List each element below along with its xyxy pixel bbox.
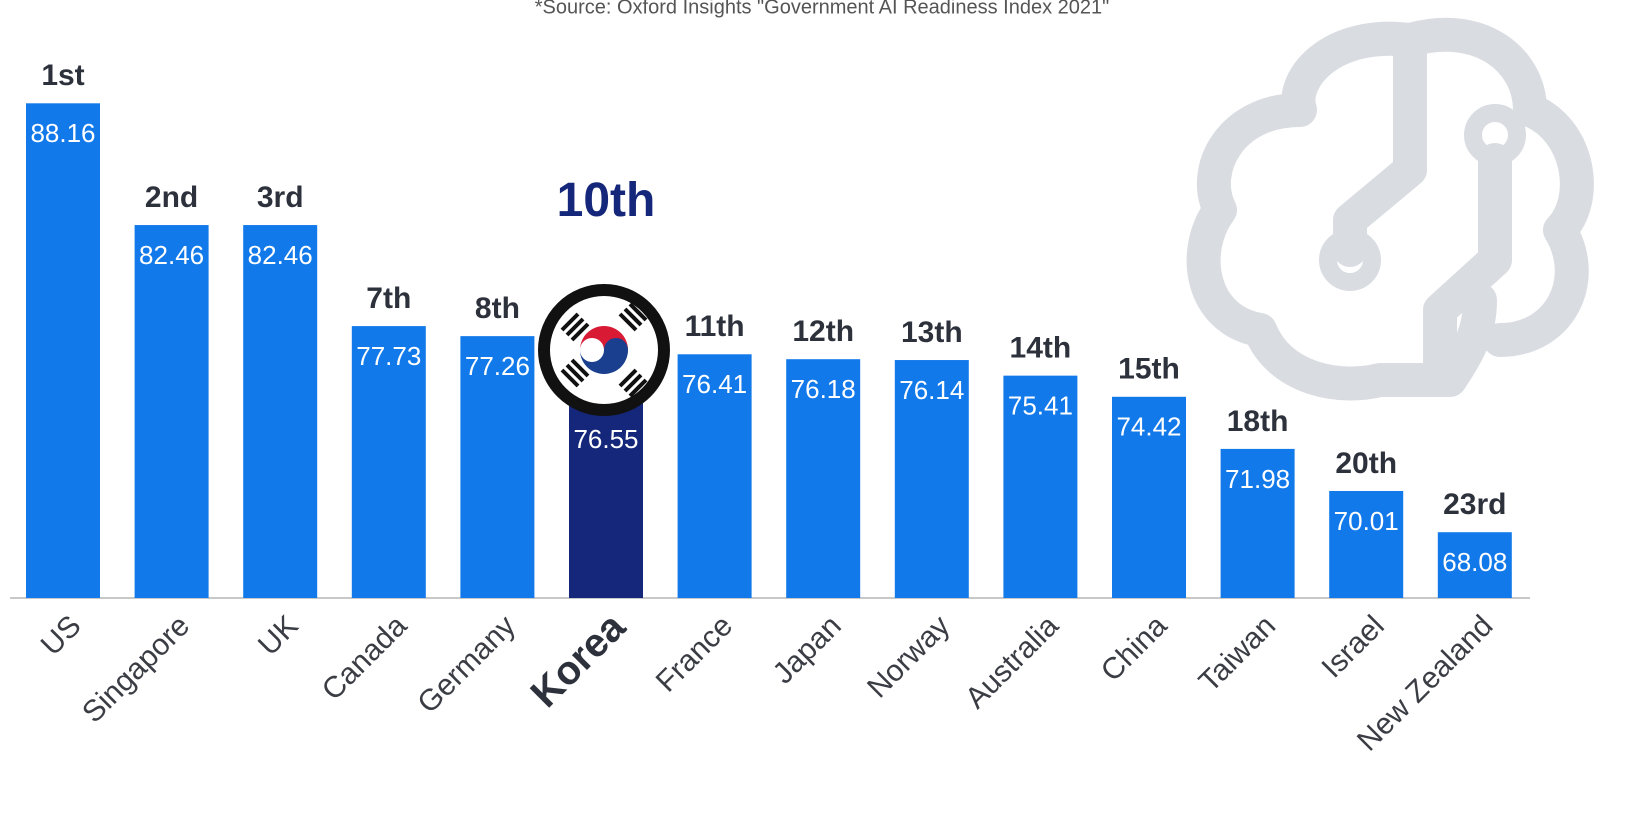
rank-label: 15th xyxy=(1118,353,1180,386)
bar xyxy=(1437,532,1512,598)
rank-label: 2nd xyxy=(145,181,198,214)
rank-label: 13th xyxy=(901,316,963,349)
x-tick-label: Korea xyxy=(523,604,635,716)
rank-label: 23rd xyxy=(1443,488,1506,521)
bar xyxy=(894,360,969,598)
x-tick-label: Canada xyxy=(316,609,414,707)
rank-label: 8th xyxy=(475,292,520,325)
value-label: 77.73 xyxy=(356,341,421,371)
bar xyxy=(786,359,861,598)
korea-flag xyxy=(538,284,670,416)
x-tick-label: Singapore xyxy=(76,609,196,729)
x-tick-label: Germany xyxy=(411,609,522,720)
bar xyxy=(134,225,209,599)
value-label: 76.14 xyxy=(899,375,964,405)
value-label: 76.41 xyxy=(682,369,747,399)
value-label: 68.08 xyxy=(1442,547,1507,577)
bar xyxy=(1220,448,1295,598)
value-label: 75.41 xyxy=(1008,391,1073,421)
rank-label: 20th xyxy=(1335,447,1397,480)
value-label: 74.42 xyxy=(1116,412,1181,442)
value-label: 71.98 xyxy=(1225,464,1290,494)
rank-label: 10th xyxy=(557,174,656,227)
x-tick-label: Norway xyxy=(861,609,956,704)
x-tick-label: Israel xyxy=(1316,609,1391,684)
bar xyxy=(243,225,318,599)
value-label: 77.26 xyxy=(465,351,530,381)
rank-label: 3rd xyxy=(257,181,304,214)
brain-icon xyxy=(1186,17,1594,401)
rank-label: 7th xyxy=(366,282,411,315)
source: *Source: Oxford Insights "Government AI … xyxy=(535,0,1110,18)
value-label: 70.01 xyxy=(1334,506,1399,536)
x-tick-label: Taiwan xyxy=(1193,609,1282,698)
value-label: 82.46 xyxy=(139,240,204,270)
x-tick-label: China xyxy=(1095,609,1174,688)
bar xyxy=(1112,396,1186,598)
rank-label: 18th xyxy=(1227,405,1289,438)
bar xyxy=(677,354,752,598)
rank-label: 12th xyxy=(792,315,854,348)
bar xyxy=(460,336,535,598)
value-label: 76.55 xyxy=(573,424,638,454)
value-label: 88.16 xyxy=(30,118,95,148)
bar xyxy=(26,103,100,598)
rank-label: 11th xyxy=(685,310,745,343)
x-tick-label: UK xyxy=(252,609,305,662)
x-tick-label: US xyxy=(35,609,88,662)
value-label: 82.46 xyxy=(248,240,313,270)
x-tick-label: Australia xyxy=(959,609,1065,715)
bar xyxy=(1329,490,1404,598)
x-tick-label: France xyxy=(650,609,739,698)
value-label: 76.18 xyxy=(791,374,856,404)
bar xyxy=(351,326,426,598)
x-tick-label: Japan xyxy=(767,609,848,690)
rank-label: 1st xyxy=(41,59,84,92)
rank-label: 14th xyxy=(1010,332,1072,365)
bar xyxy=(1003,375,1078,598)
